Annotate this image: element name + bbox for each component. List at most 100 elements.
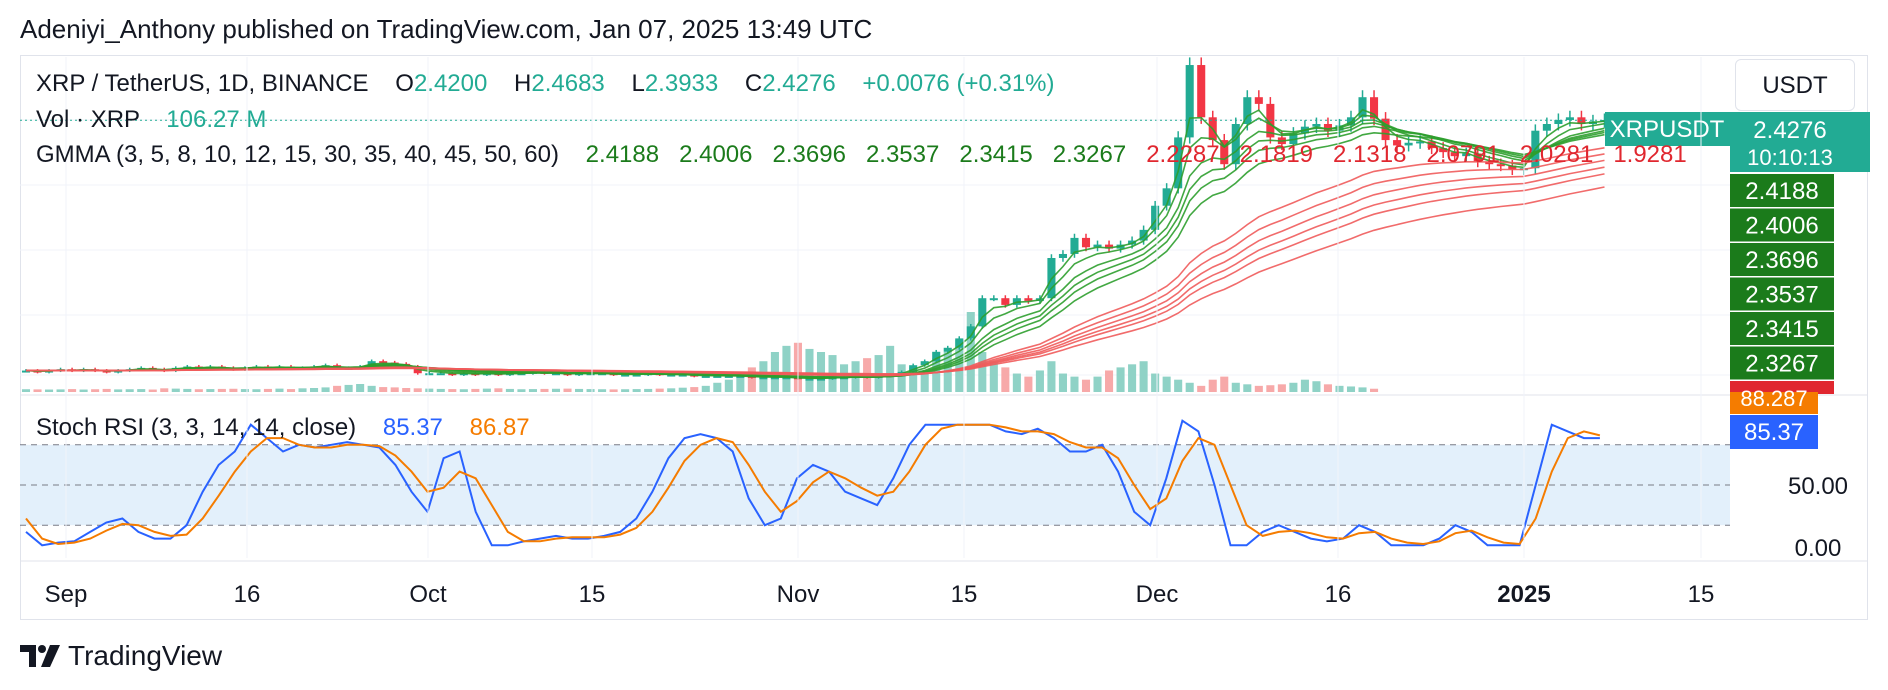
volume-bar bbox=[667, 388, 676, 392]
volume-bar bbox=[505, 388, 514, 392]
volume-bar bbox=[114, 389, 123, 392]
candle-body bbox=[1231, 124, 1240, 165]
volume-bar bbox=[1162, 376, 1171, 392]
volume-bar bbox=[655, 388, 664, 392]
open-label: O bbox=[395, 70, 414, 97]
gmma-tag-bg bbox=[1730, 312, 1834, 345]
candle-body bbox=[770, 377, 779, 380]
candle-body bbox=[448, 373, 457, 376]
candle-body bbox=[1393, 140, 1402, 146]
volume-bar bbox=[137, 389, 146, 392]
volume-bar bbox=[275, 388, 284, 392]
gmma-value: 2.0791 bbox=[1426, 141, 1500, 168]
volume-bar bbox=[390, 387, 399, 392]
volume-bar bbox=[1370, 388, 1379, 392]
candle-body bbox=[701, 375, 710, 378]
volume-bar bbox=[102, 388, 111, 392]
volume-bar bbox=[1139, 361, 1148, 392]
candle-body bbox=[1151, 205, 1160, 230]
candle-body bbox=[598, 373, 607, 376]
candle-body bbox=[1139, 229, 1148, 241]
brand-name: TradingView bbox=[68, 640, 223, 671]
volume-bar bbox=[402, 388, 411, 392]
candle-body bbox=[1462, 153, 1471, 157]
volume-bar bbox=[183, 388, 192, 392]
candle-body bbox=[782, 377, 791, 380]
volume-bar bbox=[886, 345, 895, 392]
candle-body bbox=[1243, 97, 1252, 124]
candle-body bbox=[1370, 97, 1379, 119]
volume-bar bbox=[897, 364, 906, 392]
volume-bar bbox=[609, 389, 618, 392]
change-value: +0.0076 (+0.31%) bbox=[862, 70, 1055, 97]
gmma-value: 1.9281 bbox=[1613, 141, 1687, 168]
stoch-label: Stoch RSI (3, 3, 14, 14, close) bbox=[36, 414, 357, 441]
volume-bar bbox=[713, 382, 722, 392]
stoch-k-value: 85.37 bbox=[382, 414, 443, 441]
low-label: L bbox=[631, 70, 645, 97]
gmma-tag: 2.3415 bbox=[1745, 316, 1818, 343]
gmma-tag-bg bbox=[1730, 346, 1834, 380]
volume-bar bbox=[586, 389, 595, 392]
symbol-legend: XRP / TetherUS, 1D, BINANCE O2.4200 H2.4… bbox=[36, 70, 1055, 98]
gmma-line bbox=[26, 166, 1605, 376]
chart-frame bbox=[20, 55, 1868, 620]
open-value: 2.4200 bbox=[413, 70, 488, 97]
candle-body bbox=[1024, 298, 1033, 301]
volume-bar bbox=[56, 389, 65, 392]
publish-header: Adeniyi_Anthony published on TradingView… bbox=[20, 14, 873, 44]
currency-button[interactable]: USDT bbox=[1735, 59, 1855, 111]
candle-body bbox=[1565, 117, 1574, 120]
volume-bar bbox=[425, 388, 434, 392]
candle-body bbox=[1416, 141, 1425, 144]
volume-bar bbox=[45, 389, 54, 392]
volume-bar bbox=[1277, 384, 1286, 392]
volume-bar bbox=[920, 370, 929, 392]
volume-bar bbox=[1128, 364, 1137, 392]
volume-bar bbox=[494, 388, 503, 392]
volume-bar bbox=[240, 389, 249, 392]
volume-bar bbox=[632, 389, 641, 392]
volume-bar bbox=[1266, 385, 1275, 392]
volume-bar bbox=[551, 388, 561, 392]
candle-body bbox=[425, 373, 434, 376]
candle-body bbox=[1197, 65, 1206, 118]
candle-body bbox=[805, 378, 814, 381]
volume-bar bbox=[482, 388, 491, 392]
volume-bar bbox=[540, 388, 549, 392]
volume-bar bbox=[1197, 385, 1206, 392]
stoch-k-tag-bg bbox=[1730, 415, 1818, 449]
candle-body bbox=[1185, 65, 1194, 138]
volume-bar bbox=[724, 379, 733, 392]
volume-bar bbox=[909, 367, 918, 392]
x-tick-label: 16 bbox=[234, 581, 261, 608]
x-tick-label: 15 bbox=[579, 581, 606, 608]
gmma-line bbox=[26, 147, 1605, 377]
candle-body bbox=[1081, 237, 1091, 248]
volume-bar bbox=[459, 389, 468, 392]
volume-bar bbox=[68, 389, 77, 392]
candle-body bbox=[551, 373, 561, 376]
candle-body bbox=[1220, 140, 1229, 165]
candle-body bbox=[1404, 142, 1413, 146]
candle-body bbox=[1312, 124, 1321, 127]
volume-bar bbox=[321, 387, 330, 392]
volume-bar bbox=[1105, 370, 1114, 392]
volume-bar bbox=[1231, 382, 1240, 392]
volume-bar bbox=[1012, 373, 1021, 392]
candle-body bbox=[1105, 244, 1114, 249]
x-tick-label: 15 bbox=[1688, 581, 1715, 608]
volume-bar bbox=[1151, 373, 1160, 392]
gmma-tag: 2.3537 bbox=[1745, 282, 1818, 309]
volume-bar bbox=[563, 388, 572, 392]
gmma-tag: 2.4006 bbox=[1745, 213, 1818, 240]
volume-bar bbox=[1093, 376, 1102, 392]
volume-bar bbox=[91, 389, 100, 392]
volume-bar bbox=[148, 389, 157, 392]
volume-bar bbox=[678, 387, 687, 392]
candle-body bbox=[1254, 97, 1263, 104]
volume-bar bbox=[955, 339, 964, 392]
stoch-d-value: 86.87 bbox=[469, 414, 530, 441]
last-price-tag-bg bbox=[1730, 112, 1870, 172]
